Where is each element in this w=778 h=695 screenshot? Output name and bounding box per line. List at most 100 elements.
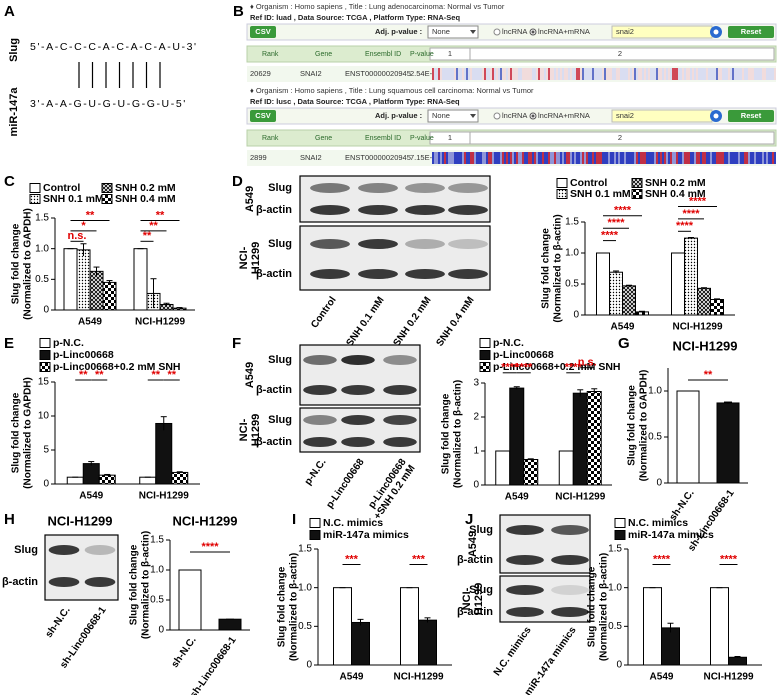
blot-row-label: β-actin	[256, 268, 292, 280]
blot-band	[383, 437, 417, 447]
heatmap-stripe	[538, 68, 540, 80]
organism-line: ♦ Organism : Homo sapiens , Title : Lung…	[250, 2, 505, 11]
heatmap-stripe	[674, 152, 676, 164]
heatmap-stripe	[490, 68, 492, 80]
heatmap-stripe	[716, 152, 718, 164]
heatmap-stripe	[532, 68, 534, 80]
heatmap-stripe	[628, 152, 630, 164]
legend-swatch	[101, 183, 113, 193]
heatmap-stripe	[700, 68, 702, 80]
table-header-cell: 1	[448, 133, 452, 142]
significance-label: ***	[345, 553, 359, 565]
y-tick-label: 2	[473, 412, 479, 423]
blot-band	[341, 415, 375, 425]
heatmap-stripe	[766, 152, 768, 164]
heatmap-stripe	[738, 152, 740, 164]
heatmap-stripe	[452, 68, 454, 80]
heatmap-stripe	[686, 68, 688, 80]
y-axis-label: (Normalized to β-actin)	[453, 380, 464, 488]
legend-swatch	[556, 189, 568, 199]
blot-band	[506, 607, 544, 617]
chart-title: NCI-H1299	[672, 338, 737, 353]
heatmap-stripe	[726, 68, 728, 80]
heatmap-stripe	[500, 68, 502, 80]
heatmap-stripe	[720, 68, 722, 80]
heatmap-stripe	[574, 152, 576, 164]
heatmap-stripe	[584, 68, 586, 80]
heatmap-stripe	[770, 152, 772, 164]
y-tick-label: 3	[473, 378, 479, 389]
heatmap-stripe	[508, 152, 510, 164]
lane-label: p-Linc00668	[324, 457, 366, 511]
blot-band	[551, 585, 589, 595]
y-tick-label: 0.5	[35, 274, 49, 285]
heatmap-stripe	[756, 152, 758, 164]
csv-button	[250, 26, 276, 38]
legend-label: p-Linc00668	[493, 349, 554, 361]
table-header-cell: Gene	[315, 51, 332, 58]
legend-label: N.C. mimics	[628, 517, 688, 529]
y-axis-label: (Normalized to β-actin)	[599, 553, 610, 661]
heatmap-stripe	[608, 68, 610, 80]
significance-label: ****	[601, 230, 619, 242]
heatmap-stripe	[726, 152, 728, 164]
heatmap-stripe	[728, 152, 730, 164]
legend-label: p-Linc00668	[53, 349, 114, 361]
significance-label: **	[79, 369, 88, 381]
heatmap-stripe	[456, 68, 458, 80]
heatmap-stripe	[556, 152, 558, 164]
panel-label: G	[618, 335, 630, 352]
heatmap-stripe	[654, 68, 656, 80]
heatmap-stripe	[464, 152, 466, 164]
blot-band	[358, 269, 398, 279]
heatmap-stripe	[702, 152, 704, 164]
heatmap-stripe	[484, 152, 486, 164]
heatmap-stripe	[672, 68, 674, 80]
blot-band	[506, 555, 544, 565]
heatmap-stripe	[702, 68, 704, 80]
blot-band	[310, 239, 350, 249]
heatmap-stripe	[770, 68, 772, 80]
heatmap-stripe	[444, 68, 446, 80]
heatmap-stripe	[544, 68, 546, 80]
table-cell: 2899	[250, 153, 267, 162]
heatmap-stripe	[570, 152, 572, 164]
significance-label: ****	[501, 362, 519, 374]
bar	[133, 248, 148, 311]
y-axis-label: Slug fold change	[11, 223, 22, 304]
heatmap-stripe	[488, 68, 490, 80]
heatmap-stripe	[518, 68, 520, 80]
heatmap-stripe	[740, 68, 742, 80]
panel-label: I	[292, 511, 296, 528]
y-tick-label: 0.5	[648, 432, 662, 443]
heatmap-stripe	[450, 68, 452, 80]
blot-row-label: Slug	[268, 238, 292, 250]
strand-name: Slug	[8, 38, 20, 62]
heatmap-stripe	[444, 152, 446, 164]
heatmap-stripe	[502, 68, 504, 80]
lane-label: N.C. mimics	[492, 625, 534, 679]
lane-label: SNH 0.2 mM	[391, 295, 433, 349]
bar	[676, 390, 700, 484]
slider-cell	[469, 131, 775, 145]
legend-label: p-Linc00668+0.2 mM SNH	[53, 361, 181, 373]
heatmap-stripe	[556, 68, 558, 80]
heatmap-stripe	[518, 152, 520, 164]
heatmap-stripe	[550, 152, 552, 164]
heatmap-stripe	[644, 152, 646, 164]
heatmap-stripe	[612, 152, 614, 164]
legend-swatch	[39, 362, 51, 372]
heatmap-stripe	[728, 68, 730, 80]
bar	[155, 422, 173, 485]
heatmap-stripe	[466, 152, 468, 164]
significance-label: **	[156, 209, 165, 221]
heatmap-stripe	[610, 68, 612, 80]
heatmap-stripe	[460, 68, 462, 80]
heatmap-stripe	[614, 152, 616, 164]
strand-name: miR-147a	[8, 87, 20, 137]
table-cell: ENST00000020945	[345, 69, 411, 78]
heatmap-stripe	[742, 152, 744, 164]
cell-line-label: H1299	[250, 242, 262, 274]
lane-label: sh-N.C.	[44, 605, 73, 640]
blot-band	[448, 239, 488, 249]
